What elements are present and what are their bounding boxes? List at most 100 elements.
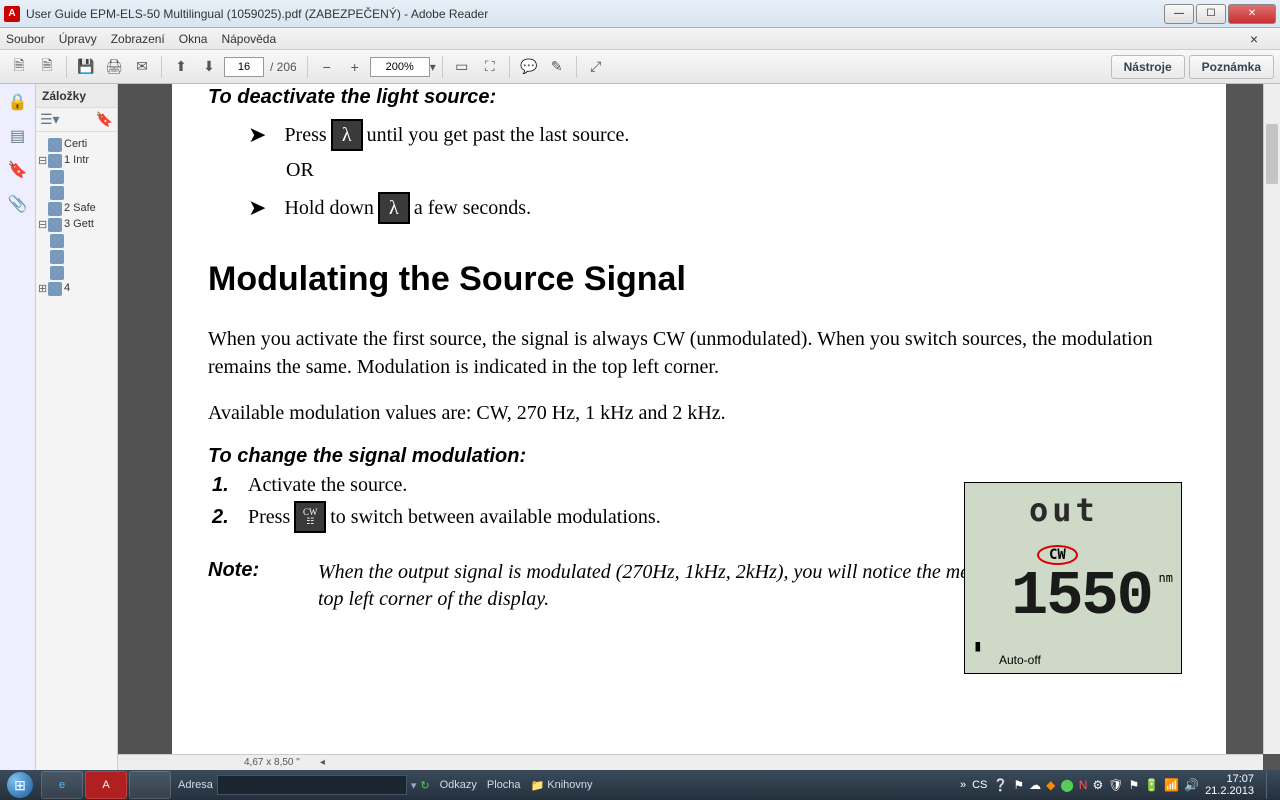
highlight-icon[interactable]: ✎ [544, 54, 570, 80]
fit-page-icon[interactable]: ▭ [449, 54, 475, 80]
taskbar-reader-icon[interactable]: A [85, 771, 127, 799]
bookmark-icon [48, 138, 62, 152]
bookmark-item[interactable]: 2 Safe [38, 202, 115, 216]
tray-volume-icon[interactable]: 🔊 [1184, 778, 1199, 792]
read-mode-icon[interactable]: ⤢ [583, 54, 609, 80]
tray-icon[interactable]: N [1079, 778, 1088, 792]
fit-width-icon[interactable]: ⛶ [477, 54, 503, 80]
show-desktop-button[interactable] [1266, 771, 1274, 799]
taskbar-clock[interactable]: 17:07 21.2.2013 [1205, 773, 1260, 797]
email-icon[interactable]: ✉ [129, 54, 155, 80]
address-go-icon[interactable]: ↻ [420, 779, 429, 792]
bookmark-icon [50, 250, 64, 264]
close-button[interactable]: ✕ [1228, 4, 1276, 24]
bookmark-panel-icon[interactable]: 🔖 [6, 158, 30, 182]
tray-icon[interactable]: ❔ [993, 778, 1008, 792]
bookmark-item[interactable] [50, 250, 115, 264]
bm-options-icon[interactable]: ☰▾ [40, 111, 60, 128]
minimize-button[interactable]: — [1164, 4, 1194, 24]
menu-upravy[interactable]: Úpravy [59, 32, 97, 46]
arrow-icon: ➤ [248, 195, 266, 221]
comment-icon[interactable]: 💬 [516, 54, 542, 80]
bookmark-item[interactable]: ⊟3 Gett [38, 218, 115, 232]
start-button[interactable]: ⊞ [0, 770, 40, 800]
bookmark-item[interactable] [50, 186, 115, 200]
tray-icon[interactable]: ⬤ [1060, 778, 1073, 792]
menu-okna[interactable]: Okna [179, 32, 208, 46]
step-text: Activate the source. [248, 474, 407, 497]
bookmark-icon [50, 234, 64, 248]
bookmark-item[interactable]: ⊟1 Intr [38, 154, 115, 168]
bookmark-item[interactable] [50, 234, 115, 248]
taskbar-link-plocha[interactable]: Plocha [487, 779, 521, 791]
page-up-icon[interactable]: ⬆ [168, 54, 194, 80]
bookmark-item[interactable] [50, 170, 115, 184]
tray-icon[interactable]: ⚙ [1092, 778, 1103, 792]
export-pdf-icon[interactable]: 🗎 [6, 54, 32, 80]
print-icon[interactable]: 🖨 [101, 54, 127, 80]
paragraph-2: Available modulation values are: CW, 270… [208, 399, 1190, 427]
battery-icon: ▮ [973, 636, 983, 655]
expand-icon[interactable]: ⊟ [38, 154, 48, 167]
bookmark-icon [48, 154, 62, 168]
address-dropdown-icon[interactable]: ▾ [411, 779, 417, 792]
zoom-out-icon[interactable]: − [314, 54, 340, 80]
or-text: OR [286, 159, 1190, 182]
tray-icon[interactable]: ⚑ [1128, 778, 1139, 792]
tray-chevron-icon[interactable]: » [960, 779, 966, 791]
step-text: to switch between available modulations. [330, 506, 660, 529]
tray-icon[interactable]: 🔋 [1144, 778, 1159, 792]
bookmark-item[interactable]: Certi [38, 138, 115, 152]
zoom-input[interactable] [370, 57, 430, 77]
save-icon[interactable]: 💾 [73, 54, 99, 80]
cw-button-icon: CW☷ [294, 501, 326, 533]
address-label: Adresa [178, 779, 213, 791]
bookmark-icon [48, 282, 62, 296]
comments-panel-button[interactable]: Poznámka [1189, 55, 1274, 79]
bookmark-icon [50, 186, 64, 200]
tray-icon[interactable]: 🛡 [1108, 778, 1123, 792]
zoom-dropdown-icon[interactable]: ▾ [430, 60, 436, 74]
tray-lang[interactable]: CS [972, 779, 987, 791]
lcd-out-label: out [1029, 491, 1099, 529]
bookmarks-toolbar: ☰▾ 🔖 [36, 108, 117, 132]
text: Press [284, 124, 326, 147]
menu-soubor[interactable]: Soubor [6, 32, 45, 46]
page-down-icon[interactable]: ⬇ [196, 54, 222, 80]
menu-zobrazeni[interactable]: Zobrazení [111, 32, 165, 46]
page-number-input[interactable] [224, 57, 264, 77]
maximize-button[interactable]: ☐ [1196, 4, 1226, 24]
expand-icon[interactable]: ⊟ [38, 218, 48, 231]
change-mod-heading: To change the signal modulation: [208, 445, 1190, 468]
document-page: To deactivate the light source: ➤ Press … [172, 84, 1226, 770]
close-doc-button[interactable]: × [1250, 31, 1258, 47]
bookmark-item[interactable] [50, 266, 115, 280]
document-viewport: To deactivate the light source: ➤ Press … [118, 84, 1280, 770]
tools-panel-button[interactable]: Nástroje [1111, 55, 1185, 79]
tray-network-icon[interactable]: 📶 [1164, 778, 1179, 792]
lambda-button-icon: λ [331, 119, 363, 151]
tray-icon[interactable]: ⚑ [1013, 778, 1024, 792]
taskbar-ie-icon[interactable]: e [41, 771, 83, 799]
pages-panel-icon[interactable]: ▤ [6, 124, 30, 148]
taskbar-app-icon[interactable] [129, 771, 171, 799]
bm-new-icon[interactable]: 🔖 [96, 111, 113, 128]
tray-icon[interactable]: ☁ [1029, 778, 1041, 792]
create-pdf-icon[interactable]: 🗎 [34, 54, 60, 80]
bookmarks-tree: Certi ⊟1 Intr 2 Safe ⊟3 Gett ⊞4 [36, 132, 117, 770]
tray-icon[interactable]: ◆ [1046, 778, 1055, 792]
taskbar-link-odkazy[interactable]: Odkazy [440, 779, 477, 791]
taskbar-link-knihovny[interactable]: 📁 Knihovny [531, 779, 593, 792]
address-input[interactable] [217, 775, 407, 795]
menu-napoveda[interactable]: Nápověda [221, 32, 276, 46]
taskbar-address: Adresa ▾ ↻ [178, 775, 430, 795]
vertical-scrollbar[interactable] [1263, 84, 1280, 754]
attachment-panel-icon[interactable]: 📎 [6, 192, 30, 216]
scrollbar-thumb[interactable] [1266, 124, 1278, 184]
page-total-label: / 206 [270, 60, 297, 74]
expand-icon[interactable]: ⊞ [38, 282, 48, 295]
bookmark-item[interactable]: ⊞4 [38, 282, 115, 296]
zoom-in-icon[interactable]: + [342, 54, 368, 80]
lock-icon[interactable]: 🔒 [6, 90, 30, 114]
main-area: 🔒 ▤ 🔖 📎 Záložky ☰▾ 🔖 Certi ⊟1 Intr 2 Saf… [0, 84, 1280, 770]
